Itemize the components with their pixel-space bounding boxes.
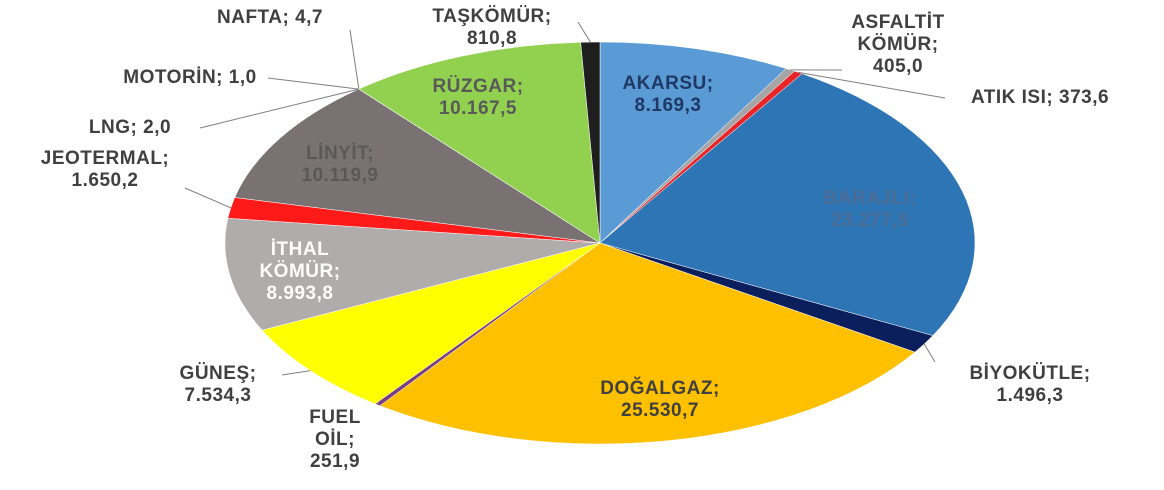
slice-category: MOTORİN; xyxy=(123,67,223,88)
slice-category: FUEL OİL; xyxy=(309,407,361,450)
slice-label: JEOTERMAL; 1.650,2 xyxy=(41,148,170,192)
slice-category: ATIK ISI; xyxy=(970,87,1054,108)
leader-line xyxy=(281,370,311,376)
slice-value-label: 25.530,7 xyxy=(621,400,699,421)
leader-line xyxy=(349,29,360,90)
slice-value-label: 2,0 xyxy=(143,117,172,138)
slice-value-label: 1.650,2 xyxy=(71,170,139,191)
pie-slice xyxy=(599,41,787,244)
slice-category: LİNYİT; xyxy=(306,143,374,164)
slice-label: NAFTA; 4,7 xyxy=(217,7,323,29)
slice-value-label: 251,9 xyxy=(309,451,361,472)
slice-category: ASFALTİT KÖMÜR; xyxy=(851,12,945,55)
slice-label: TAŞKÖMÜR; 810,8 xyxy=(432,6,551,50)
slice-value-label: 1.496,3 xyxy=(996,385,1064,406)
slice-value-label: 8.169,3 xyxy=(634,95,702,116)
slice-label: ATIK ISI; 373,6 xyxy=(971,87,1109,109)
leader-line xyxy=(184,187,231,209)
slice-category: LNG; xyxy=(88,117,138,138)
pie-slice xyxy=(224,217,601,331)
slice-category: NAFTA; xyxy=(217,7,290,28)
slice-label: LİNYİT; 10.119,9 xyxy=(302,143,379,187)
slice-label: RÜZGAR; 10.167,5 xyxy=(432,76,523,120)
slice-label: BARAJLI; 23.277,5 xyxy=(824,188,917,232)
slice-label: GÜNEŞ; 7.534,3 xyxy=(180,363,257,407)
slice-label: MOTORİN; 1,0 xyxy=(123,67,256,89)
leader-line xyxy=(577,21,591,43)
slice-value-label: 810,8 xyxy=(466,28,518,49)
slice-value-label: 10.119,9 xyxy=(301,165,379,186)
pie-slice xyxy=(379,242,916,445)
slice-category: JEOTERMAL; xyxy=(40,148,170,169)
leader-line xyxy=(267,77,359,90)
leader-line xyxy=(199,88,359,129)
slice-label: DOĞALGAZ; 25.530,7 xyxy=(600,378,720,422)
pie-slice xyxy=(599,73,976,336)
slice-category: DOĞALGAZ; xyxy=(600,378,720,399)
slice-label: FUEL OİL; 251,9 xyxy=(300,407,370,473)
slice-value-label: 405,0 xyxy=(872,56,924,77)
slice-value-label: 373,6 xyxy=(1059,87,1110,108)
slice-category: BİYOKÜTLE; xyxy=(969,363,1091,384)
leader-line xyxy=(798,71,946,99)
leader-line xyxy=(923,343,936,363)
slice-category: BARAJLI; xyxy=(823,188,917,209)
slice-value-label: 4,7 xyxy=(295,7,323,28)
pie-slice xyxy=(358,42,601,244)
slice-value-label: 8.993,8 xyxy=(266,283,334,304)
slice-category: GÜNEŞ; xyxy=(179,363,257,384)
slice-category: RÜZGAR; xyxy=(432,76,524,97)
slice-value-label: 23.277,5 xyxy=(831,210,909,231)
slice-category: TAŞKÖMÜR; xyxy=(432,6,552,27)
slice-label: LNG; 2,0 xyxy=(89,117,171,139)
slice-value-label: 10.167,5 xyxy=(439,98,517,119)
slice-label: İTHAL KÖMÜR; 8.993,8 xyxy=(230,239,370,305)
slice-category: AKARSU; xyxy=(622,73,714,94)
slice-value-label: 1,0 xyxy=(228,67,257,88)
slice-value-label: 7.534,3 xyxy=(184,385,252,406)
slice-label: BİYOKÜTLE; 1.496,3 xyxy=(969,363,1090,407)
slice-label: AKARSU; 8.169,3 xyxy=(622,73,713,117)
pie-slice xyxy=(234,88,601,244)
slice-label: ASFALTİT KÖMÜR; 405,0 xyxy=(838,12,958,78)
slice-category: İTHAL KÖMÜR; xyxy=(259,239,341,282)
